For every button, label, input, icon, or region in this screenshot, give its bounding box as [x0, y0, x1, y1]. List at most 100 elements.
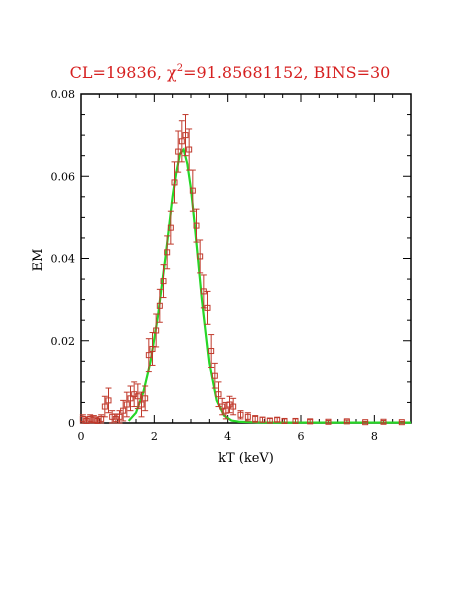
point-marker: [362, 419, 369, 426]
data-point: [79, 414, 86, 424]
chart-title: CL=19836, χ2=91.85681152, BINS=30: [70, 63, 391, 82]
data-point: [281, 417, 288, 424]
data-point: [208, 334, 215, 368]
point-marker: [281, 417, 288, 424]
data-point: [197, 239, 204, 274]
point-marker: [186, 146, 193, 153]
y-tick-label: 0.06: [51, 170, 76, 183]
fit-curve-layer: [127, 147, 411, 424]
point-marker: [171, 179, 178, 186]
point-marker: [164, 249, 171, 256]
point-marker: [204, 304, 211, 311]
axis-ticks: 0 2 4 6 8 0 0.02 0.04 0.06 0.08: [51, 88, 412, 443]
data-point: [116, 410, 123, 424]
data-point: [83, 416, 90, 424]
data-point: [138, 391, 145, 418]
point-marker: [105, 397, 112, 404]
point-marker: [266, 417, 273, 424]
x-axis-label: kT (keV): [218, 451, 274, 466]
point-marker: [307, 418, 314, 425]
y-axis-label: EM: [31, 249, 46, 272]
point-marker: [325, 418, 332, 425]
point-marker: [237, 411, 244, 418]
data-point: [259, 416, 266, 423]
point-marker: [101, 403, 108, 410]
data-point: [325, 418, 332, 425]
x-tick-label: 8: [371, 430, 378, 443]
point-marker: [259, 416, 266, 423]
data-point: [343, 418, 350, 425]
point-marker: [211, 372, 218, 379]
data-point: [94, 416, 101, 424]
data-point: [98, 414, 105, 424]
y-tick-label: 0: [68, 417, 75, 430]
data-point: [244, 412, 251, 422]
data-point: [274, 416, 281, 423]
point-marker: [138, 401, 145, 408]
data-point: [266, 417, 273, 424]
data-point: [142, 385, 149, 412]
data-point: [164, 235, 171, 270]
data-point: [101, 395, 108, 418]
data-point: [215, 381, 222, 408]
data-point: [362, 419, 369, 426]
data-point: [112, 413, 119, 424]
point-marker: [156, 302, 163, 309]
point-marker: [145, 352, 152, 359]
data-point: [171, 161, 178, 204]
point-marker: [182, 132, 189, 139]
point-marker: [167, 224, 174, 231]
data-points-layer: [79, 114, 405, 426]
data-point: [230, 397, 237, 416]
chart-title-chi-exponent: 2: [177, 63, 183, 74]
point-marker: [244, 413, 251, 420]
point-marker: [123, 401, 130, 408]
point-marker: [274, 416, 281, 423]
point-marker: [380, 418, 387, 425]
data-point: [175, 130, 182, 173]
point-marker: [343, 418, 350, 425]
data-point: [186, 128, 193, 171]
fit-curve: [127, 147, 411, 424]
data-point: [156, 288, 163, 323]
data-point: [380, 418, 387, 425]
point-marker: [208, 348, 215, 355]
point-marker: [120, 407, 127, 414]
point-marker: [252, 415, 259, 422]
point-marker: [230, 403, 237, 410]
data-point: [200, 274, 207, 309]
y-tick-label: 0.02: [51, 335, 76, 348]
point-marker: [175, 148, 182, 155]
point-marker: [222, 407, 229, 414]
data-point: [211, 362, 218, 389]
data-point: [204, 290, 211, 325]
point-marker: [398, 419, 405, 426]
point-marker: [90, 416, 97, 423]
point-marker: [160, 278, 167, 285]
point-marker: [153, 327, 160, 334]
point-marker: [189, 187, 196, 194]
data-point: [120, 399, 127, 422]
data-point: [134, 383, 141, 410]
y-tick-label: 0.08: [51, 88, 76, 101]
data-point: [237, 410, 244, 420]
point-marker: [197, 253, 204, 260]
point-marker: [149, 345, 156, 352]
data-point: [123, 391, 130, 418]
x-tick-label: 4: [224, 430, 231, 443]
x-tick-label: 6: [298, 430, 305, 443]
point-marker: [116, 413, 123, 420]
point-marker: [215, 391, 222, 398]
x-tick-label: 0: [78, 430, 85, 443]
data-point: [105, 387, 112, 414]
point-marker: [134, 393, 141, 400]
data-point: [219, 397, 226, 416]
chart-title-prefix: CL=19836,: [70, 63, 167, 82]
data-point: [182, 114, 189, 157]
data-point: [252, 415, 259, 423]
data-point: [145, 338, 152, 373]
point-marker: [178, 138, 185, 145]
point-marker: [193, 222, 200, 229]
point-marker: [142, 395, 149, 402]
